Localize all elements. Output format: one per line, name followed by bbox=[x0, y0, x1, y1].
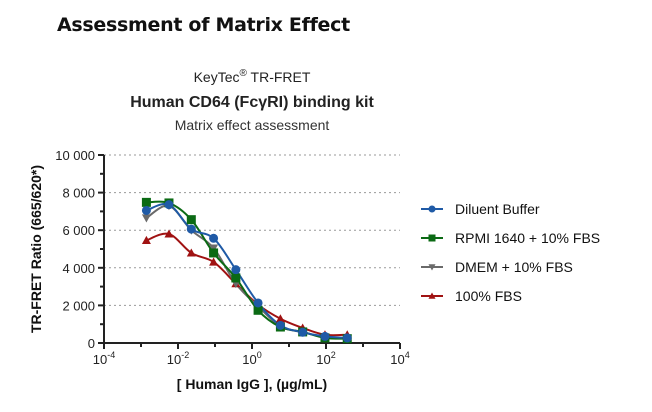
data-point-series-0 bbox=[231, 265, 241, 275]
legend-item-2: DMEM + 10% FBS bbox=[421, 259, 573, 275]
data-point-series-0 bbox=[186, 224, 196, 234]
series-curve-1 bbox=[146, 200, 348, 340]
y-tick-label: 10 000 bbox=[55, 148, 95, 163]
data-point-series-3 bbox=[164, 229, 174, 238]
data-point-series-0 bbox=[164, 200, 174, 210]
data-point-series-0 bbox=[298, 327, 308, 337]
data-point-series-2 bbox=[141, 214, 151, 223]
data-point-series-1 bbox=[231, 273, 241, 283]
chart-subtitle: Matrix effect assessment bbox=[175, 117, 330, 133]
legend-item-3: 100% FBS bbox=[421, 288, 522, 304]
data-point-series-0 bbox=[209, 233, 219, 243]
legend-marker bbox=[428, 234, 436, 242]
y-tick-label: 6 000 bbox=[62, 223, 95, 238]
x-tick-label: 100 bbox=[242, 350, 261, 367]
legend-marker bbox=[428, 264, 436, 271]
data-point-series-0 bbox=[253, 298, 263, 308]
data-point-series-1 bbox=[186, 215, 196, 225]
legend-item-0: Diluent Buffer bbox=[421, 201, 540, 217]
y-tick-label: 2 000 bbox=[62, 298, 95, 313]
data-point-series-3 bbox=[186, 248, 196, 257]
y-tick-label: 8 000 bbox=[62, 186, 95, 201]
data-point-series-0 bbox=[275, 320, 285, 330]
legend-label: 100% FBS bbox=[455, 288, 522, 304]
legend-label: Diluent Buffer bbox=[455, 201, 540, 217]
data-point-series-0 bbox=[141, 205, 151, 215]
x-tick-label: 104 bbox=[390, 350, 409, 367]
data-point-series-0 bbox=[342, 333, 352, 343]
legend-marker bbox=[428, 292, 436, 299]
legend-item-1: RPMI 1640 + 10% FBS bbox=[421, 230, 600, 246]
chart-title-brand: KeyTec® TR-FRET bbox=[194, 68, 311, 85]
data-point-series-3 bbox=[275, 314, 285, 323]
legend-marker bbox=[428, 205, 436, 213]
data-point-series-0 bbox=[320, 331, 330, 341]
series-curve-2 bbox=[145, 204, 348, 340]
series-curve-0 bbox=[146, 202, 348, 339]
y-tick-label: 4 000 bbox=[62, 261, 95, 276]
x-tick-label: 102 bbox=[316, 350, 335, 367]
legend-label: DMEM + 10% FBS bbox=[455, 259, 573, 275]
series-curve-3 bbox=[146, 232, 348, 337]
legend-label: RPMI 1640 + 10% FBS bbox=[455, 230, 600, 246]
data-point-series-1 bbox=[209, 248, 219, 258]
y-tick-label: 0 bbox=[88, 336, 95, 351]
chart-title: Human CD64 (FcγRI) binding kit bbox=[130, 94, 374, 111]
x-tick-label: 10-4 bbox=[93, 350, 115, 367]
data-point-series-1 bbox=[141, 197, 151, 207]
y-axis-label: TR-FRET Ratio (665/620*) bbox=[28, 165, 44, 333]
data-point-series-1 bbox=[253, 305, 263, 315]
page-heading: Assessment of Matrix Effect bbox=[57, 14, 350, 36]
x-axis-label: [ Human IgG ], (µg/mL) bbox=[177, 376, 327, 392]
data-point-series-3 bbox=[209, 257, 219, 266]
data-point-series-3 bbox=[141, 235, 151, 244]
x-tick-label: 10-2 bbox=[167, 350, 189, 367]
